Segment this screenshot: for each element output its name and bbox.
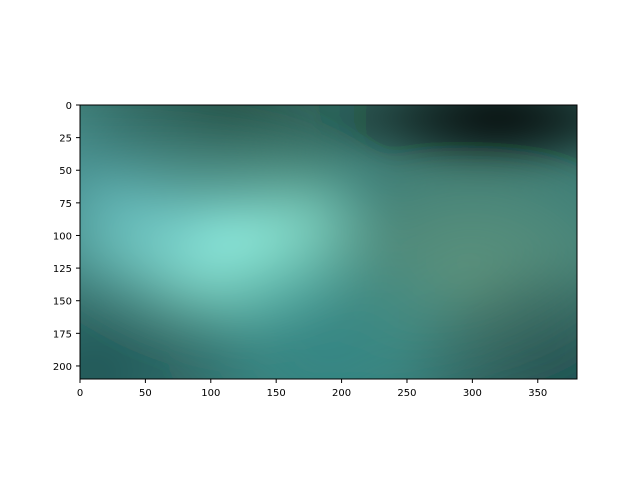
- y-tick-label: 100: [53, 231, 72, 242]
- x-axis-ticks: 0 50 100 150 200 250 300 350: [77, 379, 547, 399]
- x-tick-label: 150: [267, 388, 286, 399]
- x-tick-label: 100: [201, 388, 220, 399]
- x-tick-label: 50: [139, 388, 152, 399]
- y-tick-label: 150: [53, 297, 72, 308]
- y-tick-label: 0: [66, 101, 72, 112]
- plot-frame: [79, 104, 578, 380]
- y-tick-label: 125: [53, 264, 72, 275]
- x-tick-label: 250: [397, 388, 416, 399]
- x-tick-label: 300: [463, 388, 482, 399]
- y-tick-label: 25: [59, 134, 72, 145]
- heatmap-blob: [80, 252, 264, 379]
- y-axis-ticks: 0 25 50 75 100 125 150 175 200: [53, 101, 80, 373]
- y-tick-label: 75: [59, 199, 72, 210]
- y-tick-label: 200: [53, 362, 72, 373]
- y-tick-label: 175: [53, 329, 72, 340]
- x-tick-label: 0: [77, 388, 83, 399]
- heatmap-blob: [80, 105, 394, 232]
- y-tick-label: 50: [59, 166, 72, 177]
- x-tick-label: 200: [332, 388, 351, 399]
- heatmap-blob: [393, 252, 577, 379]
- x-tick-label: 350: [528, 388, 547, 399]
